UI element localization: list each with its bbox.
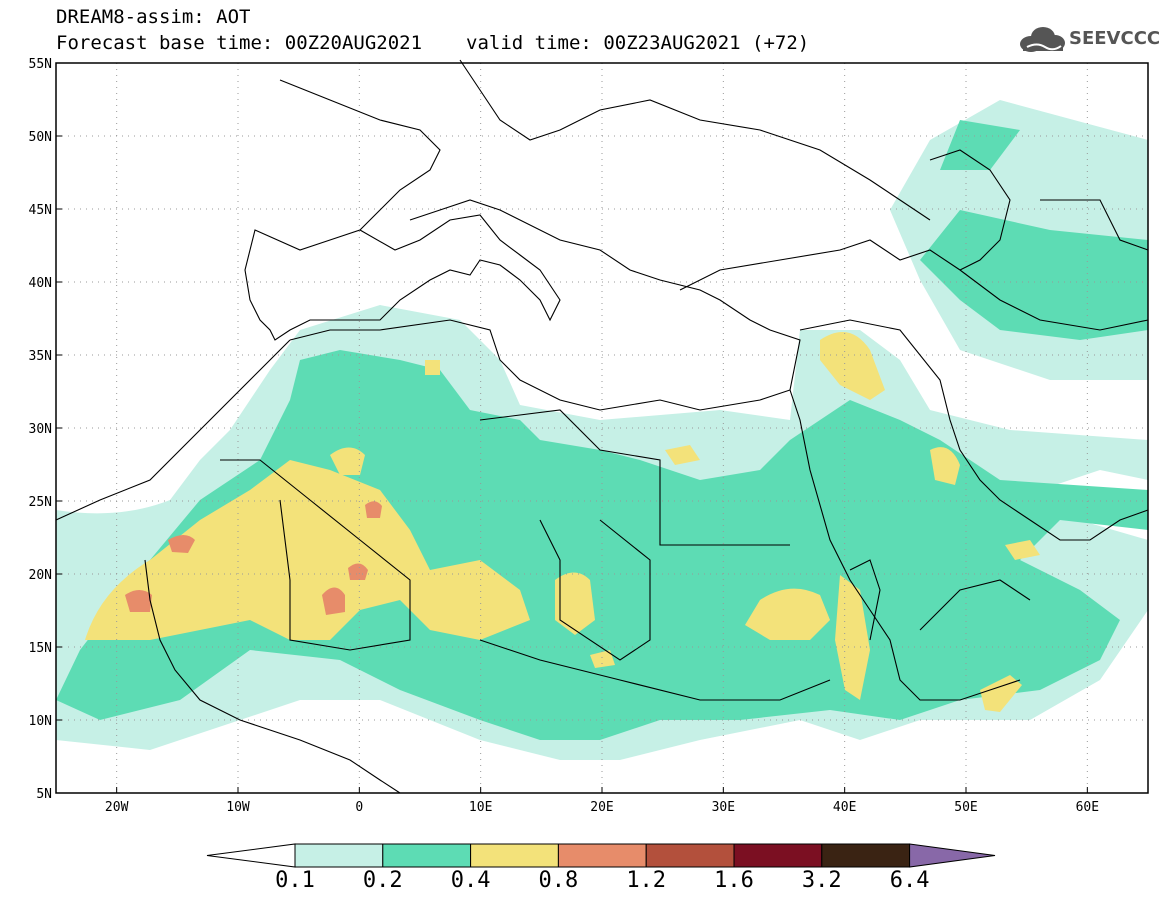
lat-label: 45N <box>29 203 52 218</box>
logo-text: SEEVCCC <box>1069 28 1161 49</box>
map-title: DREAM8-assim: AOT <box>56 6 251 28</box>
colorbar-label: 6.4 <box>889 868 930 893</box>
lat-label: 40N <box>29 276 52 291</box>
colorbar-label: 1.2 <box>626 868 667 893</box>
coastlines <box>55 59 1149 794</box>
aot-level-0.4 <box>85 332 1040 712</box>
colorbar-label: 0.8 <box>538 868 579 893</box>
lon-label: 10E <box>469 800 492 815</box>
longitude-axis: 20W 10W 0 10E 20E 30E 40E 50E 60E <box>105 787 1099 815</box>
lon-label: 50E <box>954 800 977 815</box>
lat-label: 35N <box>29 349 52 364</box>
colorbar-label: 0.1 <box>275 868 315 893</box>
lat-label: 15N <box>29 641 52 656</box>
lat-label: 5N <box>36 787 52 802</box>
forecast-base-time: Forecast base time: 00Z20AUG2021 <box>56 32 423 54</box>
latitude-axis: 55N 50N 45N 40N 35N 30N 25N 20N 15N 10N 5N <box>29 57 62 802</box>
lon-label: 10W <box>226 800 250 815</box>
lat-label: 30N <box>29 422 52 437</box>
valid-time: valid time: 00Z23AUG2021 (+72) <box>466 32 810 54</box>
colorbar-label: 3.2 <box>801 868 842 893</box>
lat-label: 55N <box>29 57 52 72</box>
lon-label: 60E <box>1076 800 1099 815</box>
aot-map: 55N 50N 45N 40N 35N 30N 25N 20N 15N 10N 5N 20W 10W 0… <box>29 57 1149 815</box>
lat-label: 25N <box>29 495 52 510</box>
lon-label: 0 <box>355 800 363 815</box>
lon-label: 20W <box>105 800 129 815</box>
aot-level-0.8 <box>125 501 382 615</box>
lat-label: 50N <box>29 130 52 145</box>
lon-label: 30E <box>712 800 735 815</box>
lon-label: 40E <box>833 800 856 815</box>
graticule <box>56 62 1148 794</box>
lat-label: 20N <box>29 568 52 583</box>
time-info: Forecast base time: 00Z20AUG2021 valid ti… <box>56 32 809 54</box>
seevccc-logo: SEEVCCC <box>1017 22 1161 58</box>
lat-label: 10N <box>29 714 52 729</box>
lon-label: 20E <box>590 800 613 815</box>
colorbar-label: 0.2 <box>362 868 403 893</box>
aot-level-0.2 <box>56 120 1148 740</box>
colorbar-label: 1.6 <box>714 868 754 893</box>
cloud-icon <box>1020 27 1065 52</box>
colorbar-label: 0.4 <box>450 868 491 893</box>
